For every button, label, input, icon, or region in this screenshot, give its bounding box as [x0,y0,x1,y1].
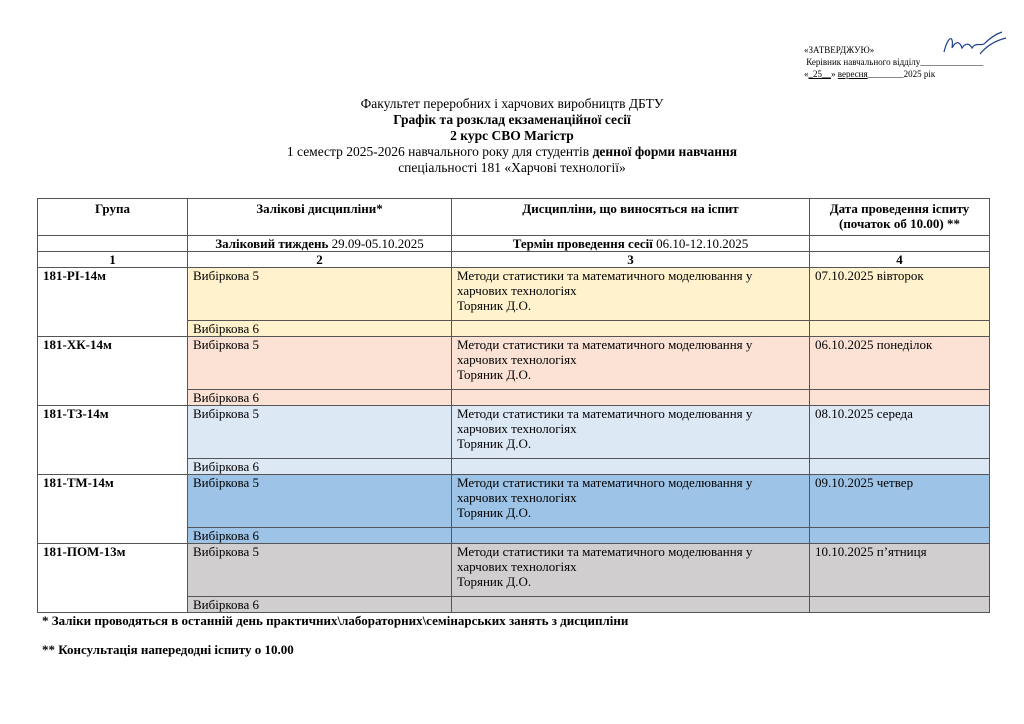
table-row: Вибіркова 6 [38,389,990,406]
credit-discipline: Вибіркова 6 [187,458,452,475]
period-row: Заліковий тиждень 29.09-05.10.2025 Термі… [37,235,990,252]
credit-discipline: Вибіркова 6 [187,527,452,544]
semester-line: 1 семестр 2025-2026 навчального року для… [286,144,738,159]
exam-discipline: Методи статистики та математичного модел… [451,336,810,390]
exam-date: 09.10.2025 четвер [809,474,990,528]
exam-date: 10.10.2025 п’ятниця [809,543,990,597]
teacher-name: Торяник Д.О. [457,298,532,313]
group-name: 181-ПОМ-13м [37,543,188,613]
footnote-consultation: ** Консультація напередодні іспиту о 10.… [42,642,294,657]
credit-discipline: Вибіркова 5 [187,405,452,459]
exam-discipline: Методи статистики та математичного модел… [451,267,810,321]
group-name: 181-ТЗ-14м [37,405,188,475]
approval-day: 25 [813,69,822,79]
col-group: Група [37,198,188,236]
faculty-line: Факультет переробних і харчових виробниц… [360,96,664,111]
table-row: Вибіркова 6 [38,458,990,475]
credit-week: Заліковий тиждень 29.09-05.10.2025 [187,235,452,252]
group-name: 181-ХК-14м [37,336,188,406]
course-line: 2 курс СВО Магістр [450,128,574,143]
credit-discipline: Вибіркова 5 [187,543,452,597]
exam-date: 06.10.2025 понеділок [809,336,990,390]
document-header: Факультет переробних і харчових виробниц… [0,96,1024,176]
header-row: Група Залікові дисципліни* Дисципліни, щ… [37,198,990,236]
credit-discipline: Вибіркова 5 [187,267,452,321]
approval-block: «ЗАТВЕРДЖУЮ» Керівник навчального відділ… [804,45,984,79]
approval-title: «ЗАТВЕРДЖУЮ» [804,45,875,55]
table-row: Вибіркова 6 [38,596,990,613]
table-row: Вибіркова 6 [38,527,990,544]
group-name: 181-РІ-14м [37,267,188,337]
table-row: 181-ХК-14м Вибіркова 5 Методи статистики… [37,336,990,406]
teacher-name: Торяник Д.О. [457,574,532,589]
exam-discipline: Методи статистики та математичного модел… [451,405,810,459]
table-row: 181-ТЗ-14м Вибіркова 5 Методи статистики… [37,405,990,475]
approval-role: Керівник навчального відділу [806,57,921,67]
session-period: Термін проведення сесії 06.10-12.10.2025 [451,235,810,252]
table-row: 181-ТМ-14м Вибіркова 5 Методи статистики… [37,474,990,544]
schedule-title: Графік та розклад екзаменаційної сесії [393,112,631,127]
credit-discipline: Вибіркова 6 [187,596,452,613]
approval-year: 2025 рік [903,69,936,79]
footnote-credits: * Заліки проводяться в останній день пра… [42,613,629,628]
specialty-line: спеціальності 181 «Харчові технології» [398,160,626,175]
exam-schedule-table: Група Залікові дисципліни* Дисципліни, щ… [37,198,990,613]
teacher-name: Торяник Д.О. [457,505,532,520]
credit-discipline: Вибіркова 6 [187,320,452,337]
col-credits: Залікові дисципліни* [187,198,452,236]
exam-date: 08.10.2025 середа [809,405,990,459]
col-date: Дата проведення іспиту (початок об 10.00… [809,198,990,236]
column-numbers-row: 1 2 3 4 [37,251,990,268]
credit-discipline: Вибіркова 6 [187,389,452,406]
table-row: 181-ПОМ-13м Вибіркова 5 Методи статистик… [37,543,990,613]
group-name: 181-ТМ-14м [37,474,188,544]
exam-date: 07.10.2025 вівторок [809,267,990,321]
signature-image [943,31,1007,55]
approval-month: вересня [837,69,868,79]
exam-discipline: Методи статистики та математичного модел… [451,474,810,528]
col-exams: Дисципліни, що виносяться на іспит [451,198,810,236]
credit-discipline: Вибіркова 5 [187,474,452,528]
exam-discipline: Методи статистики та математичного модел… [451,543,810,597]
credit-discipline: Вибіркова 5 [187,336,452,390]
teacher-name: Торяник Д.О. [457,436,532,451]
teacher-name: Торяник Д.О. [457,367,532,382]
table-row: 181-РІ-14м Вибіркова 5 Методи статистики… [37,267,990,337]
